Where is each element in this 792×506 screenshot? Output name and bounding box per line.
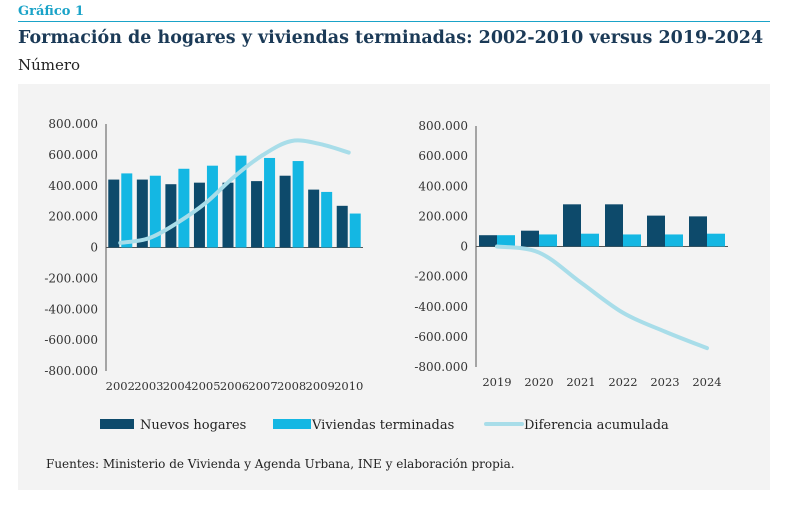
right-bar-nuevos-hogares [689, 216, 707, 247]
right-bar-viviendas-terminadas [581, 233, 599, 247]
left-bar-nuevos-hogares [251, 181, 263, 248]
right-x-tick-label: 2019 [482, 375, 511, 389]
left-bar-nuevos-hogares [193, 182, 205, 248]
right-bar-nuevos-hogares [563, 204, 581, 247]
legend-label-diferencia: Diferencia acumulada [524, 418, 669, 433]
left-y-tick-label: -400.000 [44, 302, 98, 316]
right-bar-viviendas-terminadas [497, 235, 515, 247]
left-bar-viviendas-terminadas [321, 191, 333, 248]
left-bar-viviendas-terminadas [235, 155, 247, 248]
right-y-tick-label: 200.000 [418, 209, 468, 223]
right-bar-nuevos-hogares [479, 235, 497, 247]
left-bar-viviendas-terminadas [178, 168, 190, 248]
chart-label: Gráfico 1 [18, 4, 84, 19]
left-bar-viviendas-terminadas [292, 161, 304, 248]
left-x-tick-label: 2009 [306, 379, 335, 393]
right-chart: 800.000 600.000 400.000 200.000 0 -200.000 -40… [414, 119, 728, 389]
left-bar-viviendas-terminadas [349, 213, 361, 248]
legend-swatch-viviendas [273, 419, 311, 429]
left-x-tick-label: 2010 [334, 379, 363, 393]
left-bar-nuevos-hogares [165, 184, 177, 248]
right-x-tick-label: 2020 [524, 375, 553, 389]
left-y-tick-label: -600.000 [44, 333, 98, 347]
left-y-tick-label: 800.000 [48, 117, 98, 131]
left-x-tick-label: 2002 [106, 379, 135, 393]
left-x-tick-label: 2006 [220, 379, 249, 393]
left-y-tick-label: 600.000 [48, 148, 98, 162]
left-bar-nuevos-hogares [222, 182, 234, 248]
right-x-tick-label: 2022 [608, 375, 637, 389]
legend: Nuevos hogares Viviendas terminadas Difere… [100, 418, 669, 433]
legend-label-viviendas: Viviendas terminadas [311, 418, 454, 433]
source-note: Fuentes: Ministerio de Vivienda y Agenda… [46, 457, 515, 471]
right-x-tick-label: 2024 [692, 375, 721, 389]
right-bar-nuevos-hogares [605, 204, 623, 247]
left-y-tick-label: 0 [90, 241, 98, 255]
header-rule [18, 21, 770, 22]
left-line-diferencia-acumulada [118, 138, 351, 245]
right-bar-viviendas-terminadas [623, 234, 641, 247]
legend-swatch-nuevos [100, 419, 134, 429]
left-bar-viviendas-terminadas [206, 165, 218, 248]
charts-svg: 800.000 600.000 400.000 200.000 0 -200.000 -40… [44, 117, 728, 433]
right-x-tick-label: 2023 [650, 375, 679, 389]
right-y-tick-label: -400.000 [414, 300, 468, 314]
left-x-tick-label: 2003 [134, 379, 163, 393]
right-bar-nuevos-hogares [647, 215, 665, 247]
left-bar-nuevos-hogares [279, 175, 291, 248]
right-y-tick-label: -200.000 [414, 270, 468, 284]
left-y-tick-label: 200.000 [48, 210, 98, 224]
left-bar-nuevos-hogares [136, 179, 148, 248]
left-bar-nuevos-hogares [108, 179, 120, 248]
left-bar-viviendas-terminadas [149, 175, 161, 248]
right-y-tick-label: 0 [460, 240, 468, 254]
left-bar-nuevos-hogares [308, 189, 320, 248]
left-bar-viviendas-terminadas [264, 157, 276, 248]
left-x-tick-label: 2008 [277, 379, 306, 393]
chart-panel: 800.000 600.000 400.000 200.000 0 -200.000 -40… [18, 84, 770, 490]
right-y-tick-label: -600.000 [414, 330, 468, 344]
left-y-tick-label: -200.000 [44, 271, 98, 285]
left-x-tick-label: 2007 [248, 379, 277, 393]
left-chart: 800.000 600.000 400.000 200.000 0 -200.000 -40… [44, 117, 363, 393]
right-bar-viviendas-terminadas [539, 234, 557, 247]
left-x-tick-label: 2004 [163, 379, 192, 393]
right-y-tick-label: 600.000 [418, 149, 468, 163]
chart-subtitle: Número [18, 56, 81, 74]
left-bar-viviendas-terminadas [121, 173, 133, 248]
left-y-tick-label: 400.000 [48, 179, 98, 193]
right-bar-nuevos-hogares [521, 230, 539, 247]
right-y-tick-label: 800.000 [418, 119, 468, 133]
left-x-tick-label: 2005 [191, 379, 220, 393]
right-bar-viviendas-terminadas [665, 234, 683, 247]
right-y-tick-label: 400.000 [418, 179, 468, 193]
left-y-tick-label: -800.000 [44, 364, 98, 378]
right-y-tick-label: -800.000 [414, 360, 468, 374]
chart-title: Formación de hogares y viviendas termina… [18, 28, 764, 48]
left-bar-nuevos-hogares [336, 205, 348, 248]
legend-label-nuevos: Nuevos hogares [140, 418, 246, 433]
right-line-diferencia-acumulada [495, 244, 709, 351]
right-x-tick-label: 2021 [566, 375, 595, 389]
right-bar-viviendas-terminadas [707, 233, 725, 247]
